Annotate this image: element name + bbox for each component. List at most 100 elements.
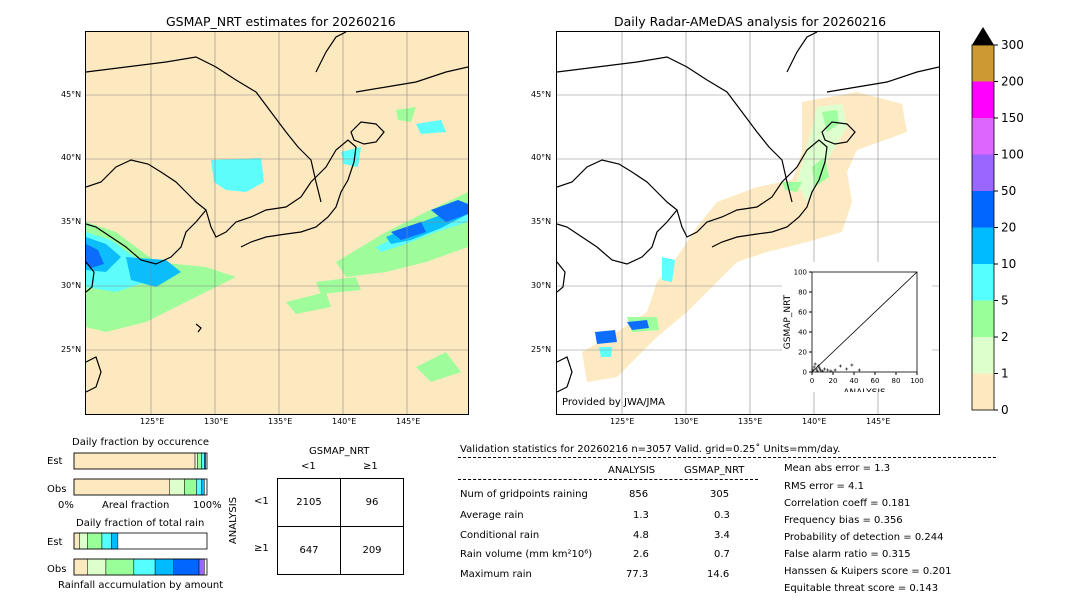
validation-row-label: Maximum rain bbox=[460, 569, 532, 580]
validation-row-gsmap: 0.7 bbox=[714, 549, 730, 560]
contingency-row-ge1: ≥1 bbox=[254, 543, 269, 554]
validation-row-analysis: 77.3 bbox=[626, 569, 649, 580]
scatter-point bbox=[817, 366, 821, 370]
left-map bbox=[85, 31, 469, 415]
colorbar-label: 0 bbox=[1001, 403, 1009, 417]
score-line: RMS error = 4.1 bbox=[784, 481, 864, 492]
occurrence-title: Daily fraction by occurence bbox=[72, 437, 210, 448]
right-lat-label-45: 45°N bbox=[531, 90, 552, 99]
totalrain-est-label: Est bbox=[47, 537, 63, 548]
validation-row-label: Average rain bbox=[460, 510, 524, 521]
colorbar-segment bbox=[972, 81, 994, 118]
fraction-segment bbox=[173, 558, 200, 576]
colorbar-label: 150 bbox=[1001, 111, 1024, 125]
left-map-title: GSMAP_NRT estimates for 20260216 bbox=[166, 14, 396, 29]
scatter-point bbox=[845, 367, 849, 371]
scatter-xtick-label: 80 bbox=[892, 377, 901, 385]
fraction-segment bbox=[73, 452, 196, 470]
contingency-col-lt1: <1 bbox=[301, 461, 316, 472]
score-line: False alarm ratio = 0.315 bbox=[784, 549, 911, 560]
scatter-ylabel: GSMAP_NRT bbox=[783, 294, 793, 349]
colorbar-segment bbox=[972, 191, 994, 228]
left-lon-label-140: 140°E bbox=[332, 417, 357, 426]
right-map-canvas bbox=[557, 32, 939, 414]
validation-row-analysis: 1.3 bbox=[633, 510, 649, 521]
occurrence-x-left: 0% bbox=[58, 500, 74, 511]
validation-col-gsmap: GSMAP_NRT bbox=[684, 465, 745, 476]
totalrain-bars bbox=[73, 532, 208, 576]
right-map-title: Daily Radar-AMeDAS analysis for 20260216 bbox=[614, 14, 887, 29]
colorbar-segment bbox=[972, 45, 994, 82]
fraction-segment bbox=[201, 452, 205, 470]
validation-row-gsmap: 0.3 bbox=[714, 510, 730, 521]
colorbar-label: 100 bbox=[1001, 148, 1024, 162]
fraction-segment bbox=[79, 532, 88, 550]
left-lon-label-135: 135°E bbox=[268, 417, 293, 426]
colorbar-segment bbox=[972, 118, 994, 155]
contingency-cell-11: 209 bbox=[340, 526, 404, 575]
fraction-segment bbox=[196, 478, 202, 496]
scatter-point bbox=[826, 368, 830, 372]
fraction-segment bbox=[201, 478, 205, 496]
fraction-segment bbox=[169, 478, 185, 496]
contingency-cell-10: 647 bbox=[277, 526, 341, 575]
left-lat-label-30: 30°N bbox=[61, 281, 82, 290]
right-lon-label-130: 130°E bbox=[674, 417, 699, 426]
fraction-segment bbox=[154, 558, 174, 576]
fraction-frame bbox=[73, 532, 208, 550]
scatter-xtick-label: 60 bbox=[871, 377, 880, 385]
validation-row-analysis: 4.8 bbox=[633, 530, 649, 541]
fraction-segment bbox=[105, 558, 135, 576]
score-line: Equitable threat score = 0.143 bbox=[784, 583, 939, 594]
scatter-point bbox=[814, 367, 818, 371]
right-map-coastline bbox=[557, 32, 939, 393]
fraction-segment bbox=[87, 558, 107, 576]
validation-table-divider bbox=[458, 479, 758, 480]
contingency-row-lt1: <1 bbox=[254, 496, 269, 507]
colorbar-extend-arrow bbox=[972, 27, 994, 45]
validation-row-label: Conditional rain bbox=[460, 530, 540, 541]
validation-header: Validation statistics for 20260216 n=305… bbox=[460, 444, 841, 455]
left-lat-label-45: 45°N bbox=[61, 90, 82, 99]
validation-row-gsmap: 305 bbox=[710, 489, 730, 500]
fraction-segment bbox=[198, 558, 205, 576]
colorbar-label: 10 bbox=[1001, 257, 1016, 271]
totalrain-title: Daily fraction of total rain bbox=[76, 518, 205, 529]
left-lon-label-130: 130°E bbox=[204, 417, 229, 426]
score-line: Probability of detection = 0.244 bbox=[784, 532, 944, 543]
scatter-ytick-label: 80 bbox=[798, 289, 807, 297]
validation-row-label: Num of gridpoints raining bbox=[460, 489, 588, 500]
scatter-xtick-label: 0 bbox=[810, 377, 814, 385]
validation-divider bbox=[458, 457, 996, 458]
occurrence-bars bbox=[73, 452, 208, 496]
colorbar-label: 2 bbox=[1001, 330, 1009, 344]
score-line: Mean abs error = 1.3 bbox=[784, 463, 891, 474]
scatter-ytick-label: 100 bbox=[794, 269, 807, 277]
fraction-segment bbox=[197, 452, 202, 470]
right-map-credit: Provided by JWA/JMA bbox=[562, 397, 665, 408]
scatter-inset: 0 20 40 60 80 100 0 20 40 60 80 100 ANALYSIS GSMAP_NR… bbox=[782, 262, 932, 398]
scatter-xtick-label: 100 bbox=[910, 377, 923, 385]
totalrain-x-label: Rainfall accumulation by amount bbox=[58, 580, 224, 591]
scatter-point bbox=[821, 369, 824, 373]
validation-row-analysis: 856 bbox=[629, 489, 649, 500]
occurrence-est-label: Est bbox=[47, 456, 63, 467]
validation-row-analysis: 2.6 bbox=[633, 549, 649, 560]
left-lon-label-125: 125°E bbox=[140, 417, 165, 426]
contingency-col-ge1: ≥1 bbox=[363, 461, 378, 472]
scatter-point bbox=[857, 368, 861, 372]
left-lat-label-35: 35°N bbox=[61, 217, 82, 226]
score-line: Correlation coeff = 0.181 bbox=[784, 498, 911, 509]
colorbar-segment bbox=[972, 264, 994, 301]
colorbar-segment bbox=[972, 300, 994, 337]
score-line: Hanssen & Kuipers score = 0.201 bbox=[784, 566, 952, 577]
fraction-frame bbox=[73, 452, 208, 470]
left-lat-label-25: 25°N bbox=[61, 345, 82, 354]
scatter-point bbox=[812, 365, 816, 369]
validation-col-analysis: ANALYSIS bbox=[608, 465, 656, 476]
fraction-segment bbox=[133, 558, 156, 576]
contingency-cell-01: 96 bbox=[340, 478, 404, 527]
fraction-segment bbox=[87, 532, 103, 550]
scatter-point bbox=[813, 362, 817, 366]
